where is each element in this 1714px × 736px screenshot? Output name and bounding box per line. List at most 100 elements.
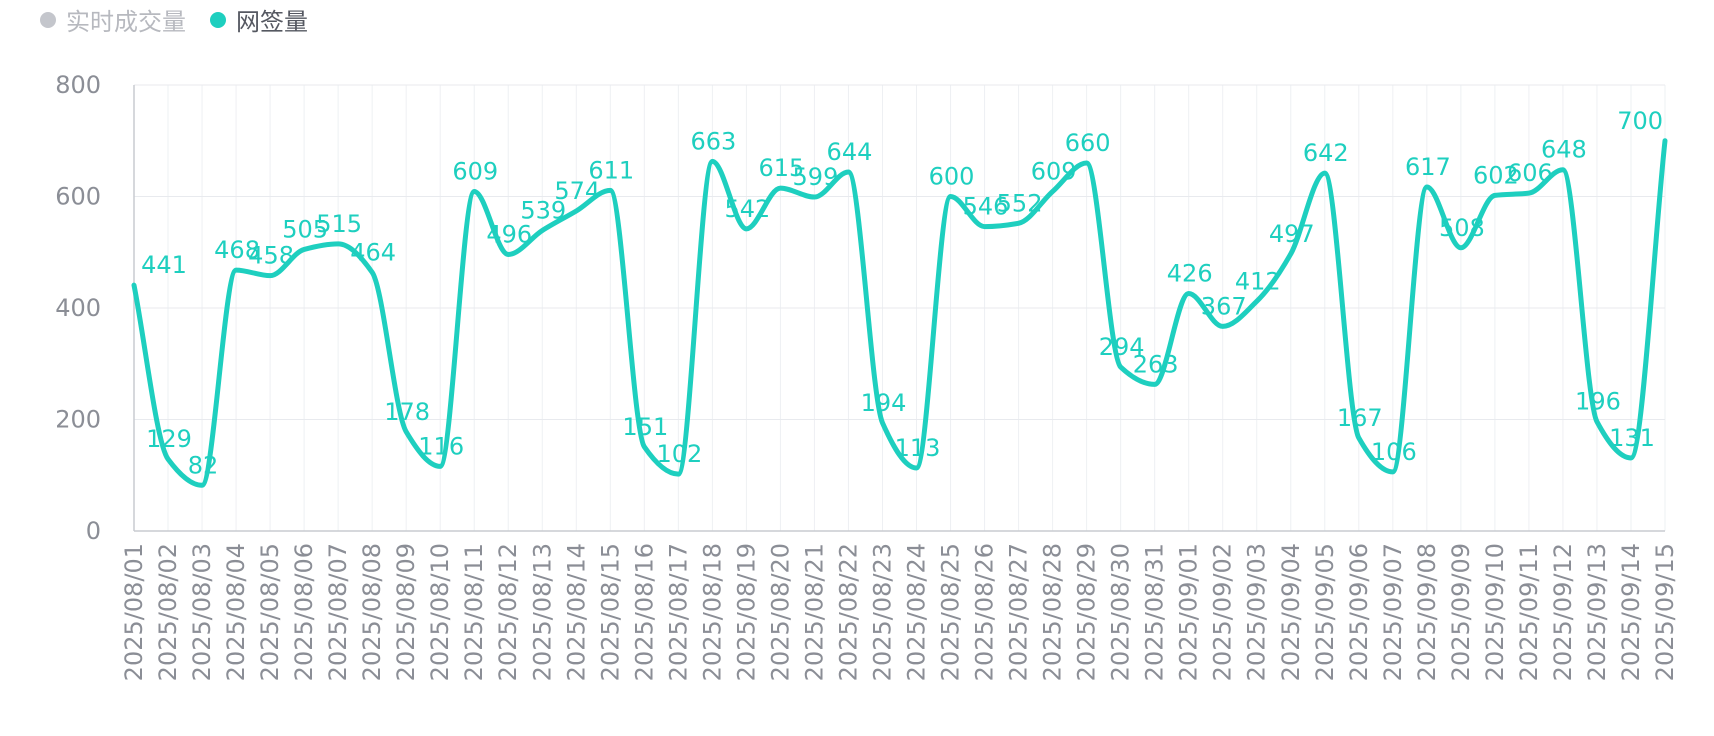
x-tick-label: 2025/08/18 <box>698 543 726 681</box>
data-label: 609 <box>452 157 498 185</box>
x-tick-label: 2025/08/12 <box>494 543 522 681</box>
x-tick-label: 2025/08/11 <box>460 543 488 681</box>
chart-series <box>131 138 1668 488</box>
data-label: 294 <box>1099 333 1145 361</box>
data-label: 617 <box>1405 153 1451 181</box>
x-tick-label: 2025/09/08 <box>1413 543 1441 681</box>
x-tick-label: 2025/08/27 <box>1005 543 1033 681</box>
data-label: 606 <box>1507 159 1553 187</box>
data-label: 644 <box>827 138 873 166</box>
data-label: 116 <box>418 432 464 460</box>
x-tick-label: 2025/08/29 <box>1073 543 1101 681</box>
legend-label-signed-volume: 网签量 <box>236 8 308 36</box>
x-tick-label: 2025/08/20 <box>766 543 794 681</box>
legend-dot-signed-volume <box>210 11 226 28</box>
x-tick-label: 2025/08/14 <box>562 543 590 681</box>
data-label: 178 <box>384 398 430 426</box>
x-tick-label: 2025/09/04 <box>1277 543 1305 681</box>
data-label: 599 <box>793 163 839 191</box>
x-tick-label: 2025/08/07 <box>324 543 352 681</box>
y-tick-label: 800 <box>55 71 101 99</box>
legend-label-realtime-volume: 实时成交量 <box>66 8 186 36</box>
x-tick-label: 2025/09/09 <box>1447 543 1475 681</box>
data-label: 106 <box>1371 438 1417 466</box>
data-label: 660 <box>1065 129 1111 157</box>
data-label: 600 <box>929 163 975 191</box>
x-tick-label: 2025/08/02 <box>154 543 182 681</box>
data-label: 615 <box>759 154 805 182</box>
x-tick-label: 2025/08/28 <box>1039 543 1067 681</box>
x-tick-label: 2025/08/31 <box>1141 543 1169 681</box>
data-label: 574 <box>554 177 600 205</box>
series-line-signed-volume <box>131 138 1668 488</box>
data-label: 194 <box>861 389 907 417</box>
data-label: 113 <box>895 434 941 462</box>
data-label: 441 <box>141 251 187 279</box>
x-tick-label: 2025/08/13 <box>528 543 556 681</box>
x-tick-label: 2025/08/25 <box>937 543 965 681</box>
data-label: 515 <box>316 210 362 238</box>
x-tick-label: 2025/09/02 <box>1209 543 1237 681</box>
data-label: 82 <box>188 451 219 479</box>
data-label: 542 <box>724 195 770 223</box>
x-tick-label: 2025/08/17 <box>664 543 692 681</box>
chart-grid <box>133 84 1666 532</box>
x-tick-label: 2025/08/10 <box>426 543 454 681</box>
data-label: 263 <box>1133 350 1179 378</box>
data-label: 151 <box>622 413 668 441</box>
x-tick-label: 2025/08/22 <box>834 543 862 681</box>
x-tick-label: 2025/08/01 <box>120 543 148 681</box>
data-label: 602 <box>1473 161 1519 189</box>
x-tick-label: 2025/08/26 <box>971 543 999 681</box>
data-label: 458 <box>248 242 294 270</box>
x-tick-label: 2025/09/11 <box>1515 543 1543 681</box>
data-label: 129 <box>146 425 192 453</box>
data-label: 546 <box>963 193 1009 221</box>
x-tick-label: 2025/08/16 <box>630 543 658 681</box>
data-label: 663 <box>690 127 736 155</box>
x-tick-label: 2025/08/19 <box>732 543 760 681</box>
data-label: 609 <box>1031 157 1077 185</box>
data-label: 412 <box>1235 267 1281 295</box>
data-label: 648 <box>1541 136 1587 164</box>
data-label: 642 <box>1303 139 1349 167</box>
y-tick-label: 400 <box>55 294 101 322</box>
x-tick-label: 2025/09/06 <box>1345 543 1373 681</box>
data-label: 196 <box>1575 388 1621 416</box>
legend-item-realtime-volume[interactable]: 实时成交量 <box>40 2 186 37</box>
data-label: 426 <box>1167 260 1213 288</box>
data-label: 611 <box>588 156 634 184</box>
x-tick-label: 2025/08/05 <box>256 543 284 681</box>
data-label: 552 <box>997 189 1043 217</box>
x-tick-label: 2025/09/01 <box>1175 543 1203 681</box>
y-tick-label: 600 <box>55 183 101 211</box>
data-label: 539 <box>520 197 566 225</box>
data-label: 464 <box>350 238 396 266</box>
x-tick-label: 2025/08/21 <box>800 543 828 681</box>
data-label: 700 <box>1617 107 1663 135</box>
data-label: 497 <box>1269 220 1315 248</box>
data-label: 508 <box>1439 214 1485 242</box>
x-tick-label: 2025/08/06 <box>290 543 318 681</box>
data-label: 102 <box>656 440 702 468</box>
data-label: 505 <box>282 215 328 243</box>
chart-legend: 实时成交量 网签量 <box>40 2 308 37</box>
x-tick-label: 2025/08/04 <box>222 543 250 681</box>
x-tick-label: 2025/08/03 <box>188 543 216 681</box>
x-tick-label: 2025/08/08 <box>358 543 386 681</box>
x-tick-label: 2025/09/12 <box>1549 543 1577 681</box>
y-tick-label: 0 <box>86 517 101 545</box>
legend-item-signed-volume[interactable]: 网签量 <box>210 2 308 37</box>
x-tick-label: 2025/08/23 <box>868 543 896 681</box>
data-label: 167 <box>1337 404 1383 432</box>
data-label: 496 <box>486 220 532 248</box>
x-tick-label: 2025/09/13 <box>1583 543 1611 681</box>
x-tick-label: 2025/08/15 <box>596 543 624 681</box>
x-tick-label: 2025/08/30 <box>1107 543 1135 681</box>
y-tick-label: 200 <box>55 406 101 434</box>
x-tick-label: 2025/09/10 <box>1481 543 1509 681</box>
x-tick-label: 2025/09/15 <box>1651 543 1679 681</box>
x-tick-label: 2025/09/03 <box>1243 543 1271 681</box>
